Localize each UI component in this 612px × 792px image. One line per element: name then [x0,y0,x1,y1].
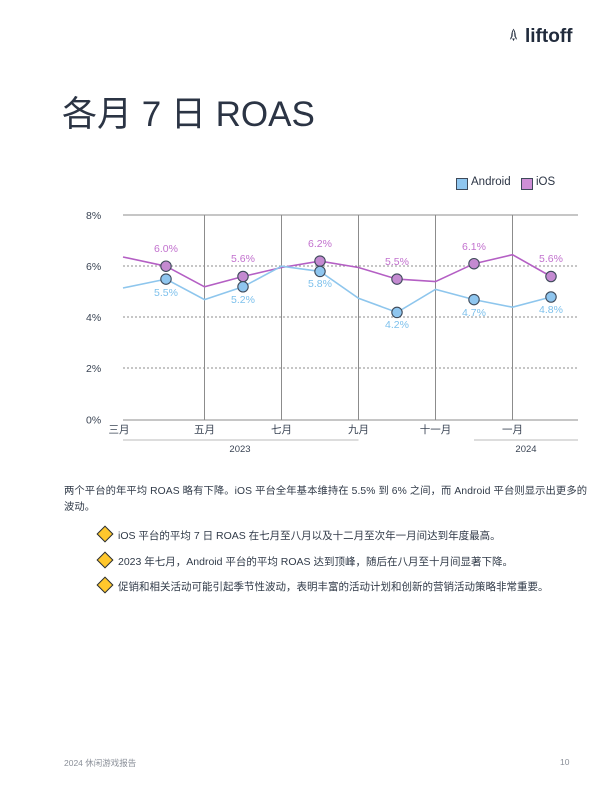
svg-text:8%: 8% [86,210,101,222]
svg-text:6%: 6% [86,261,101,273]
svg-text:七月: 七月 [271,424,292,436]
svg-text:6.0%: 6.0% [154,243,178,255]
svg-text:2024: 2024 [515,444,536,455]
svg-text:6.2%: 6.2% [308,238,332,250]
svg-text:三月: 三月 [109,424,130,436]
svg-text:5.2%: 5.2% [231,294,255,306]
svg-text:十一月: 十一月 [420,423,452,436]
svg-text:4.8%: 4.8% [539,304,563,316]
svg-text:4.2%: 4.2% [385,319,409,331]
svg-text:五月: 五月 [194,424,215,436]
svg-text:一月: 一月 [502,424,523,436]
svg-text:5.5%: 5.5% [385,256,409,268]
svg-text:4%: 4% [86,312,101,324]
svg-text:5.6%: 5.6% [539,253,563,265]
svg-text:6.1%: 6.1% [462,241,486,253]
svg-text:九月: 九月 [348,424,369,436]
svg-text:5.6%: 5.6% [231,253,255,265]
svg-text:2023: 2023 [229,444,250,455]
svg-text:2%: 2% [86,363,101,375]
svg-text:5.8%: 5.8% [308,278,332,290]
svg-text:4.7%: 4.7% [462,307,486,319]
svg-text:5.5%: 5.5% [154,287,178,299]
svg-text:0%: 0% [86,415,101,427]
